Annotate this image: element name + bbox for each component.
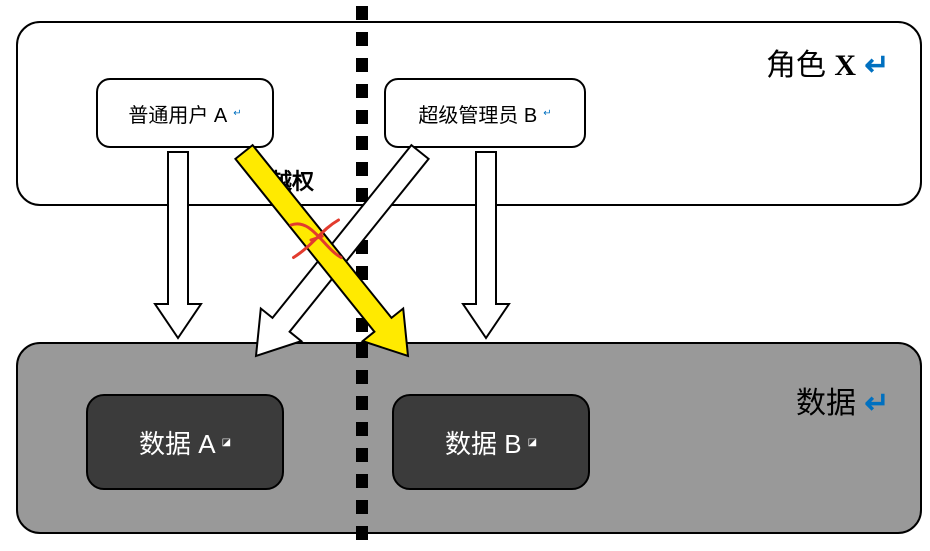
data-b-node: 数据 B ◪ xyxy=(392,394,590,490)
data-a-node: 数据 A ◪ xyxy=(86,394,284,490)
data-title: 数据 ↵ xyxy=(796,378,889,422)
data-a-label: 数据 A xyxy=(139,424,216,461)
return-icon: ↵ xyxy=(864,49,889,82)
anchor-icon: ↵ xyxy=(233,108,241,119)
return-icon: ↵ xyxy=(864,387,889,420)
anchor-icon: ↵ xyxy=(543,108,551,119)
role-x-title: 角色 X ↵ xyxy=(766,40,890,84)
overreach-text: 越权 xyxy=(270,169,314,194)
overreach-label: 越权 xyxy=(270,164,314,196)
role-x-bold: X xyxy=(834,49,856,82)
anchor-icon: ◪ xyxy=(222,437,231,448)
data-b-label: 数据 B xyxy=(445,424,522,461)
anchor-icon: ◪ xyxy=(528,437,537,448)
diagram-stage: 普通用户 A ↵ 超级管理员 B ↵ 数据 A ◪ 数据 B ◪ 角色 X ↵ … xyxy=(0,0,930,551)
role-admin-b-node: 超级管理员 B ↵ xyxy=(384,78,586,148)
data-title-text: 数据 xyxy=(796,387,856,420)
role-admin-b-label: 超级管理员 B xyxy=(418,99,537,128)
role-user-a-label: 普通用户 A xyxy=(128,99,227,128)
role-x-prefix: 角色 xyxy=(766,49,834,82)
role-user-a-node: 普通用户 A ↵ xyxy=(96,78,274,148)
